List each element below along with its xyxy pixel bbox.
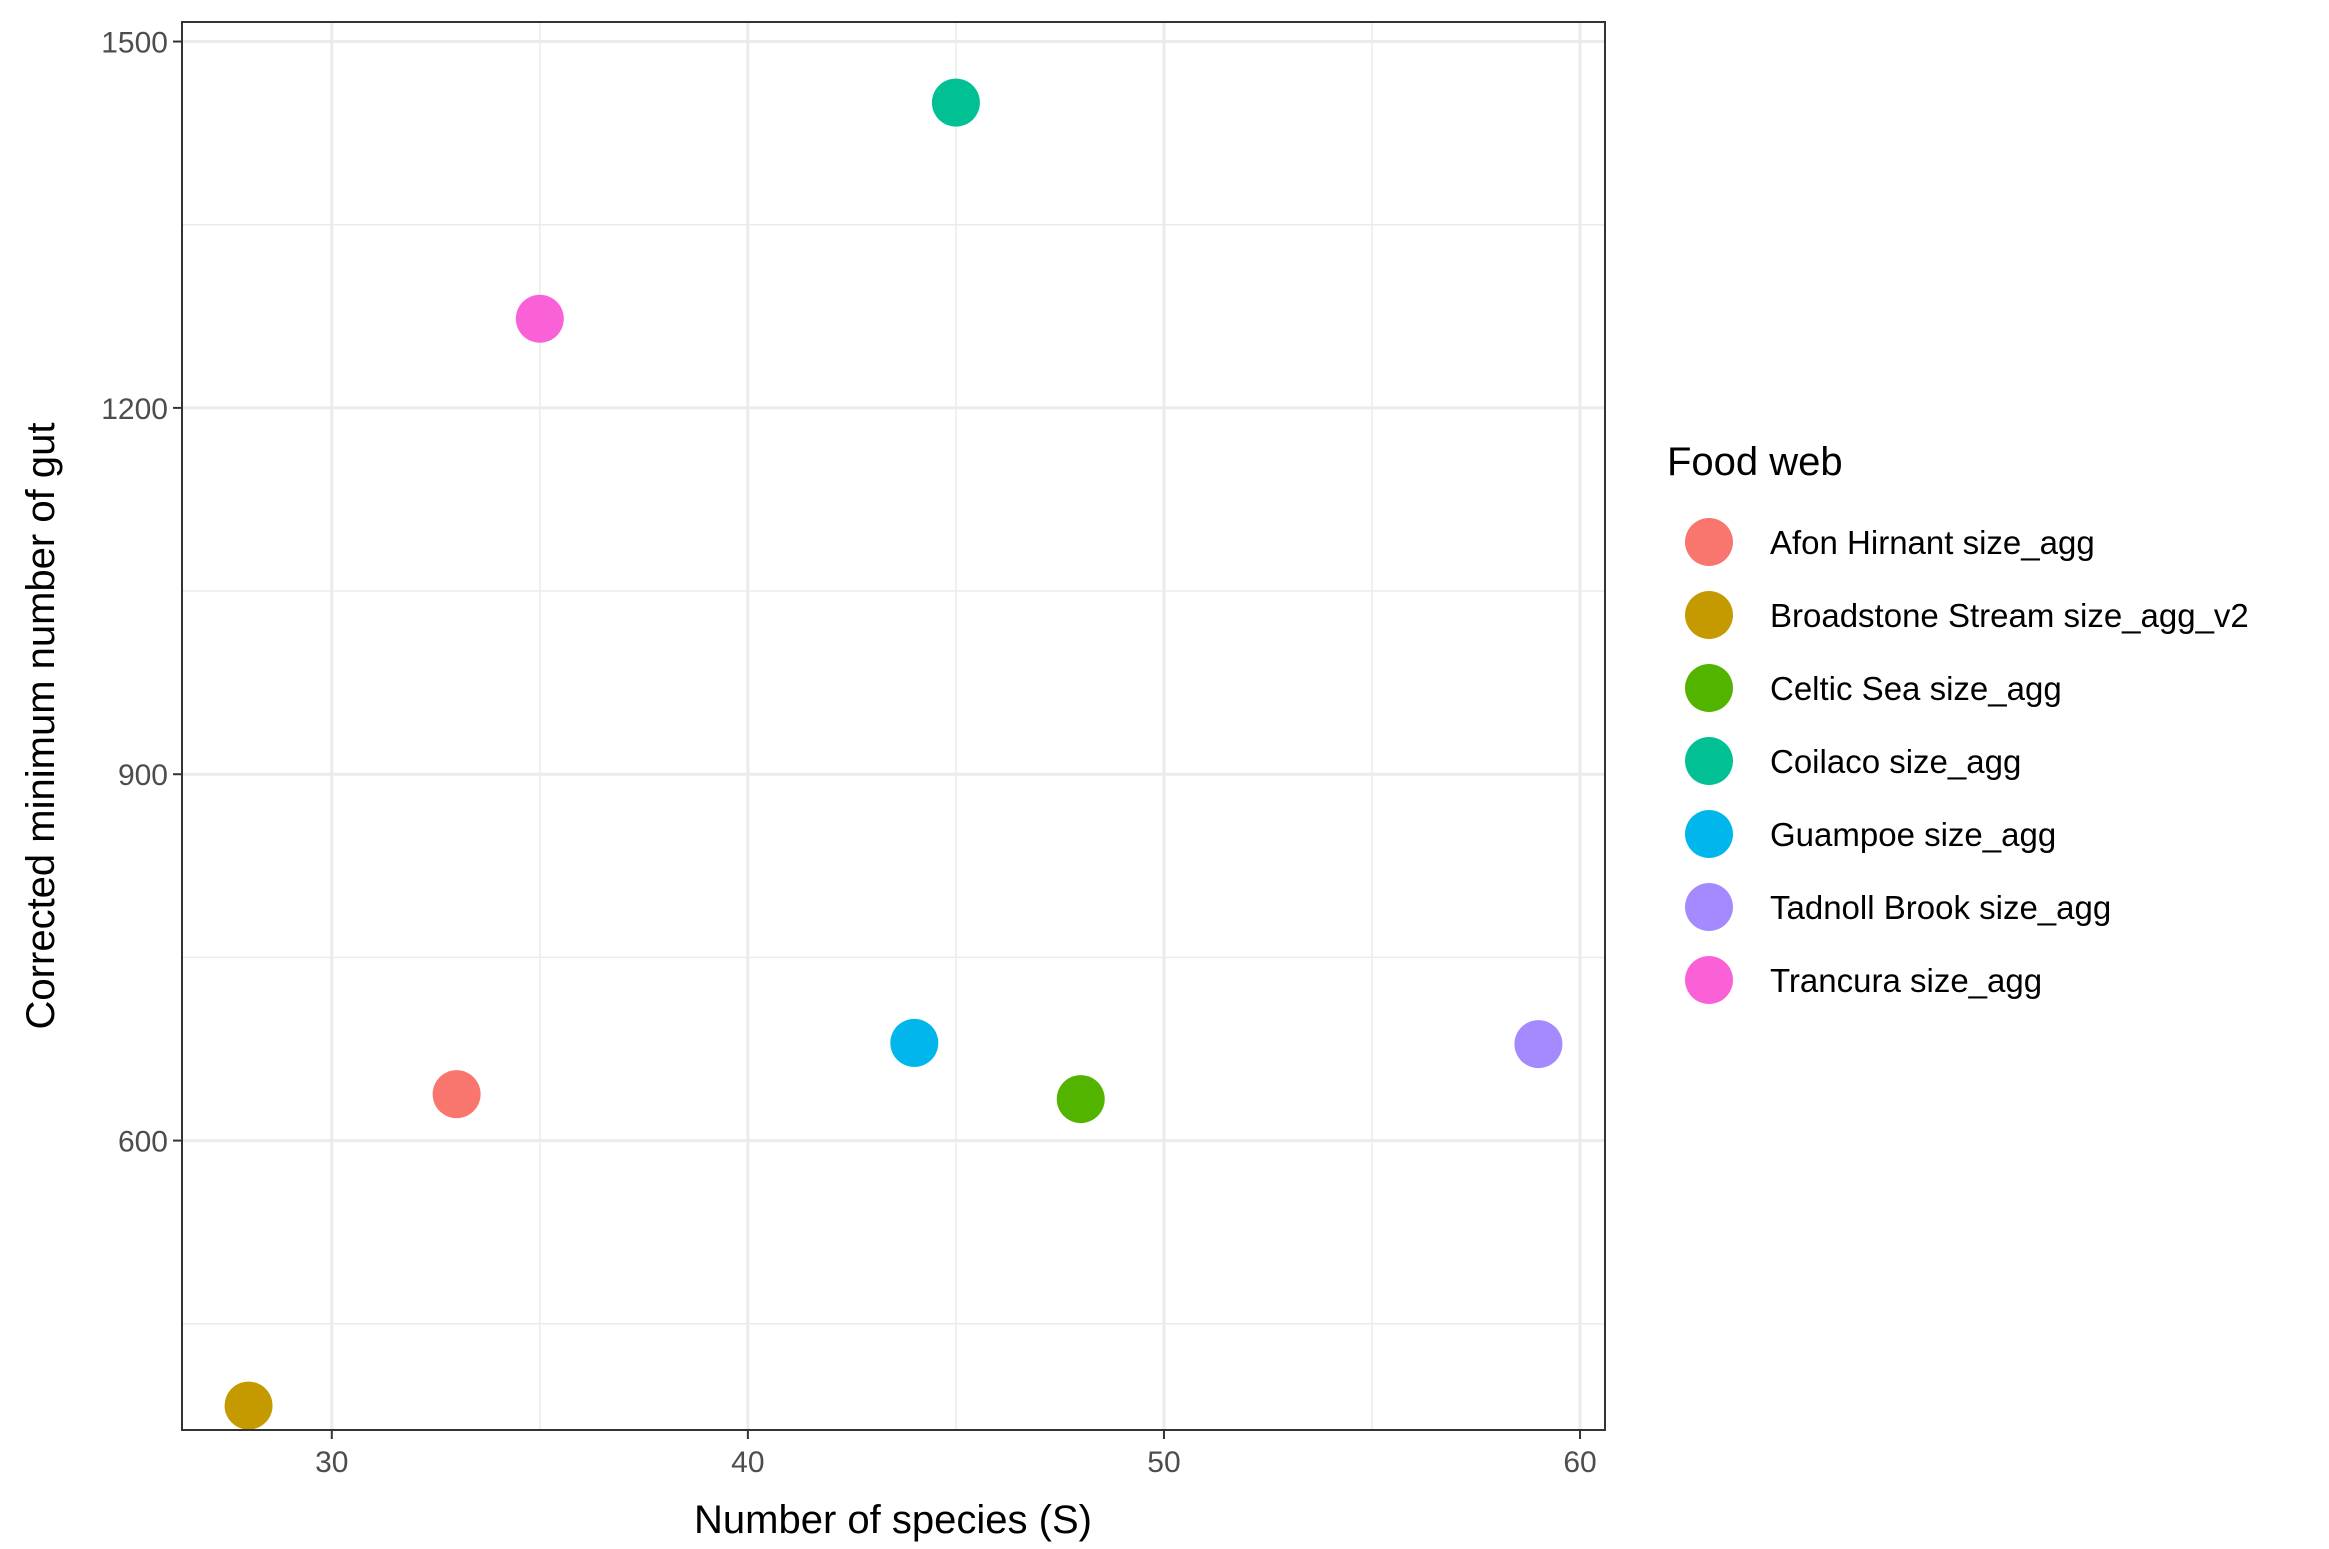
legend-key bbox=[1685, 518, 1733, 566]
y-tick-label: 900 bbox=[118, 759, 168, 792]
legend-key bbox=[1685, 956, 1733, 1004]
y-tick-label: 1500 bbox=[101, 27, 168, 60]
legend-title: Food web bbox=[1667, 440, 1843, 484]
x-axis-ticks: 30 40 50 60 bbox=[315, 1430, 1597, 1479]
legend-label: Coilaco size_agg bbox=[1770, 743, 2021, 780]
y-axis-title: Corrected minimum number of gut bbox=[19, 423, 63, 1030]
legend-key bbox=[1685, 591, 1733, 639]
legend-key bbox=[1685, 664, 1733, 712]
data-points bbox=[224, 78, 1563, 1430]
data-point bbox=[432, 1070, 481, 1119]
legend-label: Guampoe size_agg bbox=[1770, 816, 2056, 853]
panel-background bbox=[182, 22, 1605, 1430]
data-point bbox=[1056, 1075, 1105, 1124]
x-tick-label: 50 bbox=[1147, 1446, 1180, 1479]
legend-label: Afon Hirnant size_agg bbox=[1770, 524, 2095, 561]
legend-key bbox=[1685, 810, 1733, 858]
minor-gridlines bbox=[182, 22, 1605, 1430]
x-tick-label: 60 bbox=[1563, 1446, 1596, 1479]
x-tick-label: 40 bbox=[731, 1446, 764, 1479]
legend-key bbox=[1685, 737, 1733, 785]
data-point bbox=[1514, 1020, 1563, 1069]
y-axis-ticks: 600 900 1200 1500 bbox=[101, 27, 182, 1159]
legend-label: Tadnoll Brook size_agg bbox=[1770, 889, 2111, 926]
y-tick-label: 1200 bbox=[101, 393, 168, 426]
y-tick-label: 600 bbox=[118, 1126, 168, 1159]
major-gridlines bbox=[182, 22, 1605, 1430]
legend-items: Afon Hirnant size_agg Broadstone Stream s… bbox=[1685, 518, 2249, 1004]
legend-label: Broadstone Stream size_agg_v2 bbox=[1770, 597, 2249, 634]
data-point bbox=[224, 1381, 273, 1430]
legend: Food web Afon Hirnant size_agg Broadstone… bbox=[1667, 440, 2249, 1004]
legend-label: Celtic Sea size_agg bbox=[1770, 670, 2062, 707]
legend-label: Trancura size_agg bbox=[1770, 962, 2042, 999]
data-point bbox=[890, 1018, 939, 1067]
legend-key bbox=[1685, 883, 1733, 931]
data-point bbox=[515, 294, 564, 343]
x-axis-title: Number of species (S) bbox=[694, 1498, 1092, 1542]
x-tick-label: 30 bbox=[315, 1446, 348, 1479]
data-point bbox=[931, 78, 980, 127]
panel-border bbox=[181, 21, 1606, 1431]
